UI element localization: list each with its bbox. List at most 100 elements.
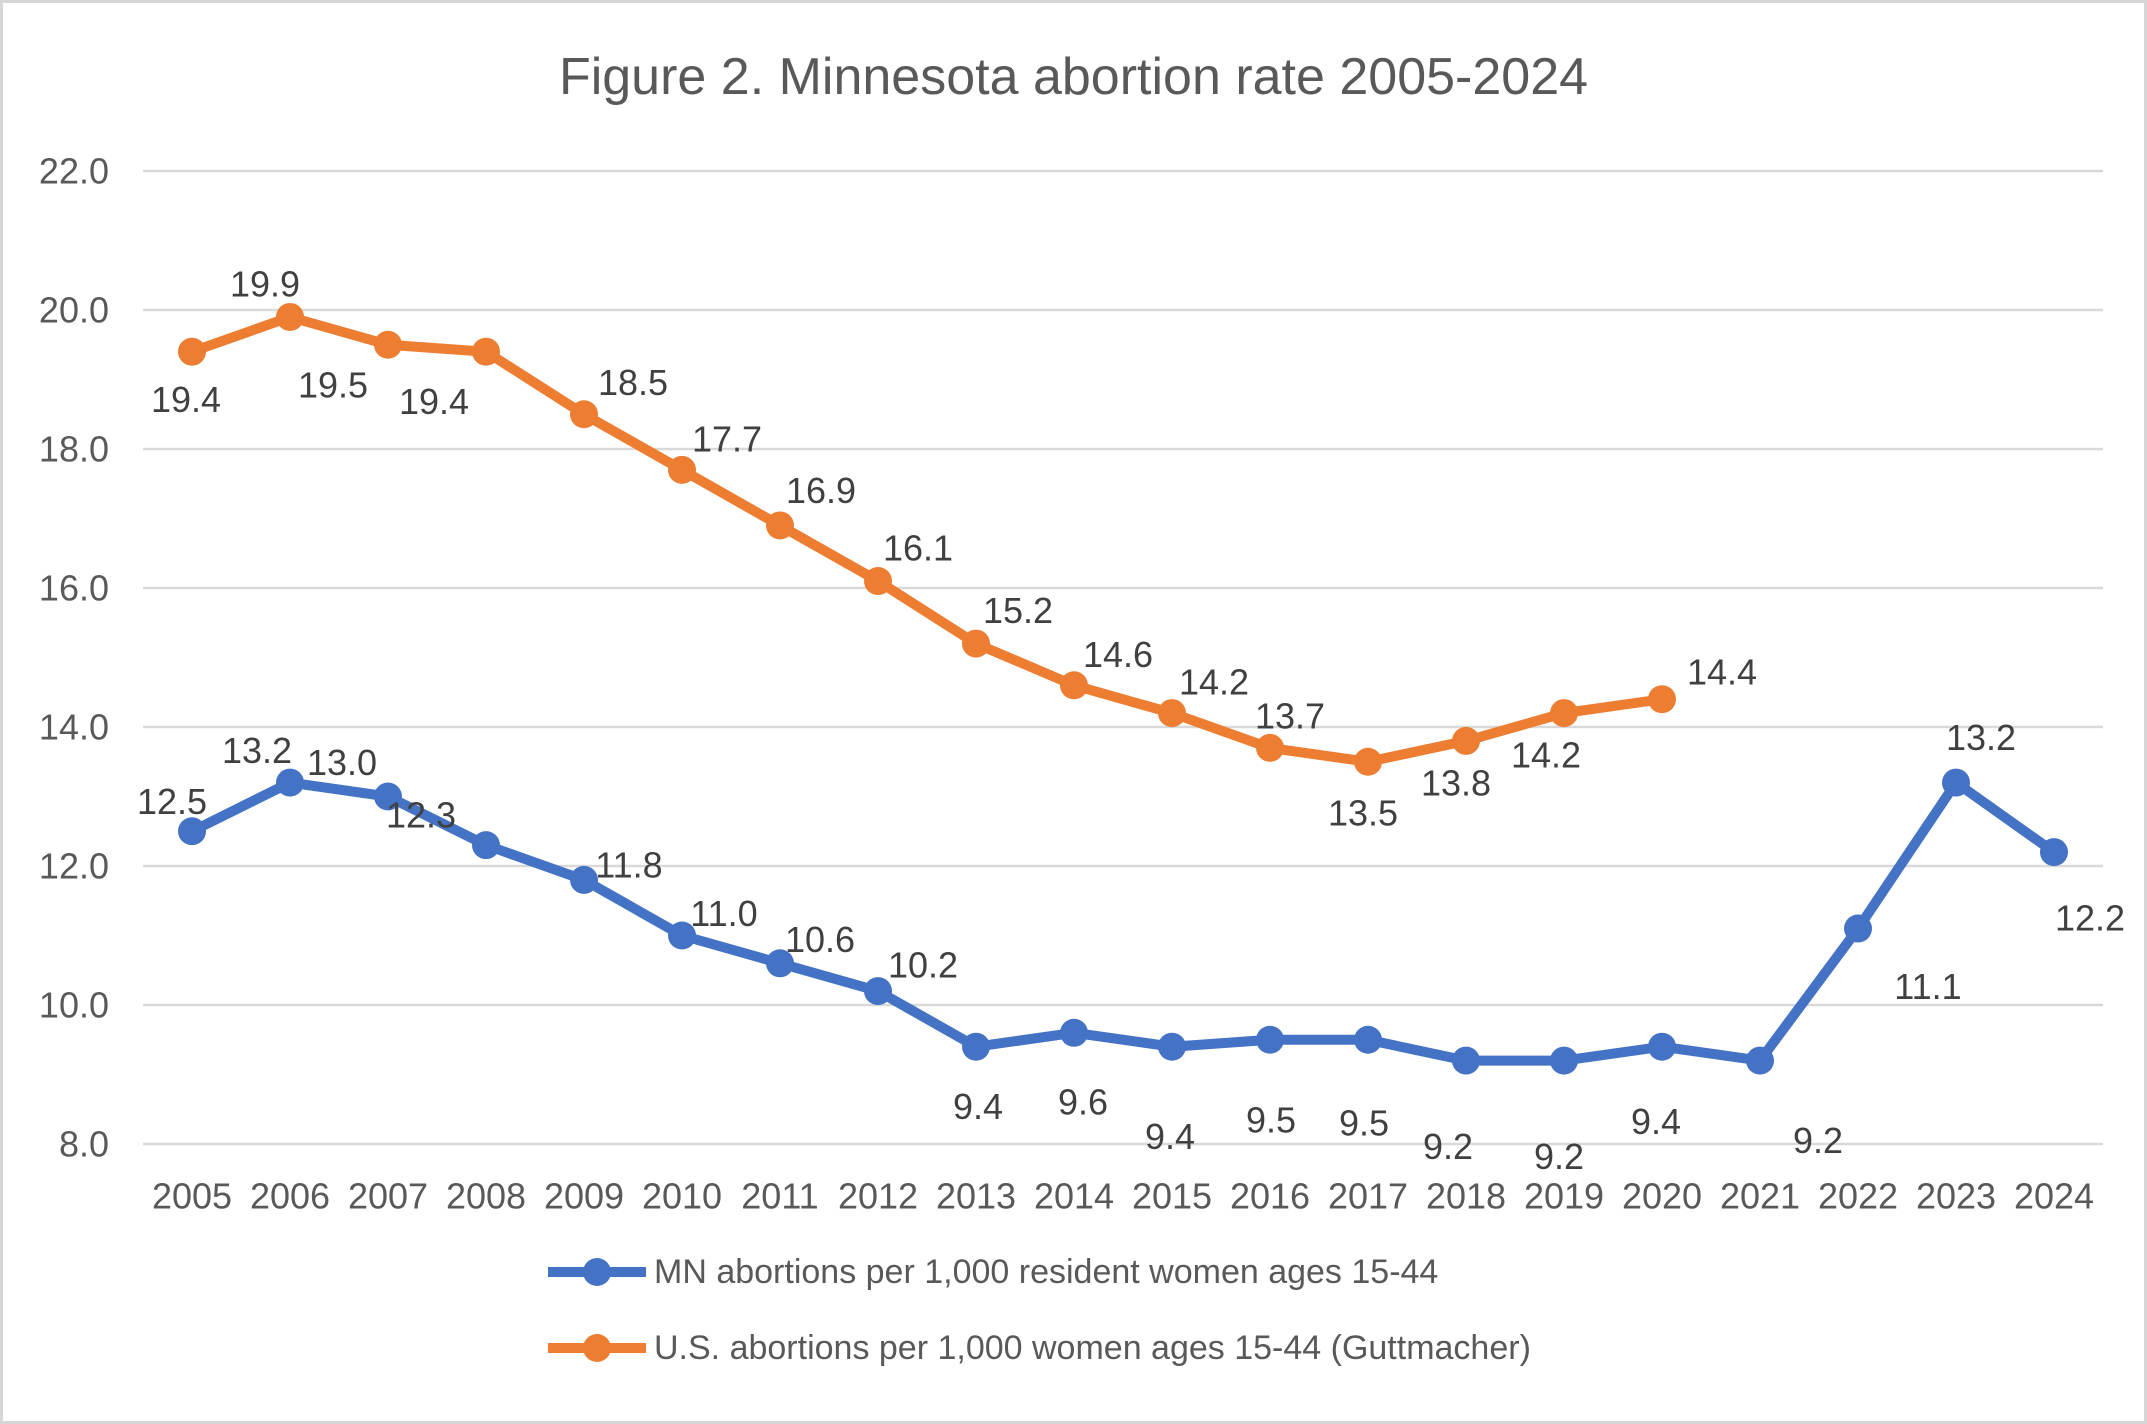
y-axis-tick-label: 22.0: [39, 151, 109, 192]
x-axis-tick-label: 2007: [348, 1176, 428, 1217]
x-axis-tick-label: 2022: [1818, 1176, 1898, 1217]
data-point: [766, 511, 794, 540]
data-label: 9.2: [1793, 1120, 1843, 1161]
data-point: [1158, 699, 1186, 728]
data-point: [1354, 747, 1382, 776]
data-label: 9.4: [953, 1086, 1003, 1127]
x-axis-tick-label: 2021: [1720, 1176, 1800, 1217]
data-point: [1746, 1046, 1774, 1075]
data-label: 9.5: [1339, 1102, 1389, 1143]
y-axis-tick-label: 10.0: [39, 985, 109, 1026]
data-label: 16.9: [786, 470, 856, 511]
x-axis-tick-label: 2020: [1622, 1176, 1702, 1217]
data-point: [472, 337, 500, 366]
data-label: 19.4: [399, 381, 469, 422]
data-label: 9.5: [1246, 1099, 1296, 1140]
data-point: [1648, 685, 1676, 714]
data-point: [1550, 699, 1578, 728]
data-point: [864, 977, 892, 1006]
data-point: [1158, 1032, 1186, 1061]
legend-label-us: U.S. abortions per 1,000 women ages 15-4…: [654, 1328, 1531, 1367]
x-axis-tick-label: 2012: [838, 1176, 918, 1217]
series-line-0: [187, 777, 2059, 1066]
data-point: [1256, 733, 1284, 762]
x-axis-tick-label: 2024: [2014, 1176, 2094, 1217]
x-axis-tick-label: 2023: [1916, 1176, 1996, 1217]
legend-item-us: U.S. abortions per 1,000 women ages 15-4…: [548, 1328, 1531, 1367]
data-label: 9.2: [1534, 1136, 1584, 1177]
data-point: [668, 455, 696, 484]
data-point: [766, 949, 794, 978]
data-label: 13.2: [222, 730, 292, 771]
y-axis-tick-label: 12.0: [39, 846, 109, 887]
y-axis-tick-label: 20.0: [39, 290, 109, 331]
data-point: [1060, 671, 1088, 700]
x-axis-tick-label: 2013: [936, 1176, 1016, 1217]
data-point: [1354, 1025, 1382, 1054]
data-point: [276, 768, 304, 797]
data-point: [1942, 768, 1970, 797]
x-axis-tick-label: 2015: [1132, 1176, 1212, 1217]
data-point: [570, 865, 598, 894]
data-label: 9.6: [1058, 1081, 1108, 1122]
data-label: 19.5: [298, 364, 368, 405]
data-label: 11.0: [690, 893, 757, 934]
x-axis-tick-label: 2005: [152, 1176, 232, 1217]
data-point: [2040, 838, 2068, 867]
legend-marker-mn-icon: [548, 1258, 646, 1286]
data-point: [1648, 1032, 1676, 1061]
legend-item-mn: MN abortions per 1,000 resident women ag…: [548, 1252, 1531, 1291]
data-point: [962, 629, 990, 658]
data-label: 10.2: [888, 945, 958, 986]
y-axis-tick-label: 16.0: [39, 568, 109, 609]
data-label: 13.8: [1421, 762, 1491, 803]
y-axis-tick-label: 18.0: [39, 429, 109, 470]
data-point: [1452, 726, 1480, 755]
plot-area: 8.0 10.0 12.0 14.0 16.0 18.0 20.0 22.0 2005 2006 2…: [39, 151, 2125, 1217]
x-axis-tick-label: 2011: [741, 1176, 818, 1217]
data-label: 11.1: [1894, 966, 1961, 1007]
data-point: [1060, 1018, 1088, 1047]
data-point: [374, 782, 402, 811]
legend-marker-us-icon: [548, 1334, 646, 1362]
chart-title: Figure 2. Minnesota abortion rate 2005-2…: [558, 48, 1589, 106]
data-label: 18.5: [598, 362, 668, 403]
data-label: 12.5: [137, 781, 207, 822]
data-label: 11.8: [595, 844, 662, 885]
data-label: 13.5: [1328, 792, 1398, 833]
data-label: 19.4: [151, 379, 221, 420]
x-axis-tick-label: 2018: [1426, 1176, 1506, 1217]
x-axis-tick-label: 2014: [1034, 1176, 1114, 1217]
data-point: [1452, 1046, 1480, 1075]
y-axis-tick-label: 14.0: [39, 707, 109, 748]
data-point: [178, 817, 206, 846]
data-label: 13.2: [1946, 717, 2016, 758]
data-label: 9.2: [1423, 1126, 1473, 1167]
data-label: 17.7: [692, 418, 762, 459]
data-label: 19.9: [230, 263, 300, 304]
x-axis-tick-label: 2017: [1328, 1176, 1408, 1217]
data-label: 16.1: [883, 528, 953, 569]
data-point: [1844, 914, 1872, 943]
data-point: [864, 567, 892, 596]
data-label: 14.6: [1083, 634, 1153, 675]
data-label: 9.4: [1631, 1101, 1681, 1142]
data-point: [178, 337, 206, 366]
data-point: [1256, 1025, 1284, 1054]
data-label: 15.2: [983, 590, 1053, 631]
data-point: [276, 302, 304, 331]
data-label: 13.0: [307, 742, 377, 783]
data-point: [962, 1032, 990, 1061]
x-axis-tick-label: 2009: [544, 1176, 624, 1217]
x-axis-tick-label: 2006: [250, 1176, 330, 1217]
data-label: 10.6: [785, 919, 855, 960]
data-point: [374, 330, 402, 359]
data-label: 13.7: [1255, 695, 1325, 736]
data-point: [570, 400, 598, 429]
series-line-1: [187, 312, 1667, 767]
data-label: 14.2: [1511, 735, 1581, 776]
data-point: [1550, 1046, 1578, 1075]
data-point: [668, 921, 696, 950]
legend-label-mn: MN abortions per 1,000 resident women ag…: [654, 1252, 1439, 1291]
